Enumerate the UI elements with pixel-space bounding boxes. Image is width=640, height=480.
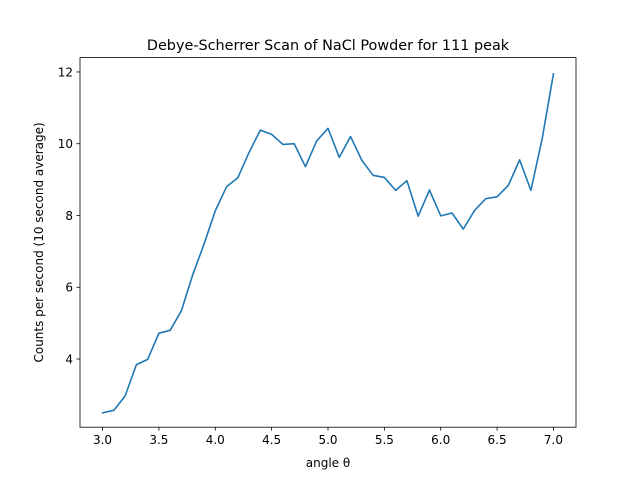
x-tick-label: 5.0 <box>318 433 337 447</box>
x-tick-label: 3.0 <box>93 433 112 447</box>
x-tick-label: 7.0 <box>544 433 563 447</box>
x-tick-label: 5.5 <box>375 433 394 447</box>
x-tick-label: 6.5 <box>488 433 507 447</box>
plot-frame <box>79 57 577 428</box>
series-line <box>101 72 555 414</box>
y-tick-label: 6 <box>65 281 73 295</box>
y-tick-label: 12 <box>58 65 73 79</box>
y-axis-label: Counts per second (10 second average) <box>32 122 46 362</box>
y-axis-ticks: 4 6 8 10 12 <box>58 65 80 366</box>
x-tick-label: 4.5 <box>262 433 281 447</box>
x-tick-label: 3.5 <box>149 433 168 447</box>
x-axis-ticks: 3.0 3.5 4.0 4.5 5.0 5.5 6.0 6.5 7.0 <box>93 427 563 447</box>
y-tick-label: 4 <box>65 352 73 366</box>
x-tick-label: 4.0 <box>206 433 225 447</box>
y-tick-label: 10 <box>58 137 73 151</box>
y-tick-label: 8 <box>65 209 73 223</box>
x-axis-label: angle θ <box>306 456 350 470</box>
x-tick-label: 6.0 <box>431 433 450 447</box>
plot-area <box>101 72 555 414</box>
chart-title: Debye-Scherrer Scan of NaCl Powder for 1… <box>147 38 510 54</box>
